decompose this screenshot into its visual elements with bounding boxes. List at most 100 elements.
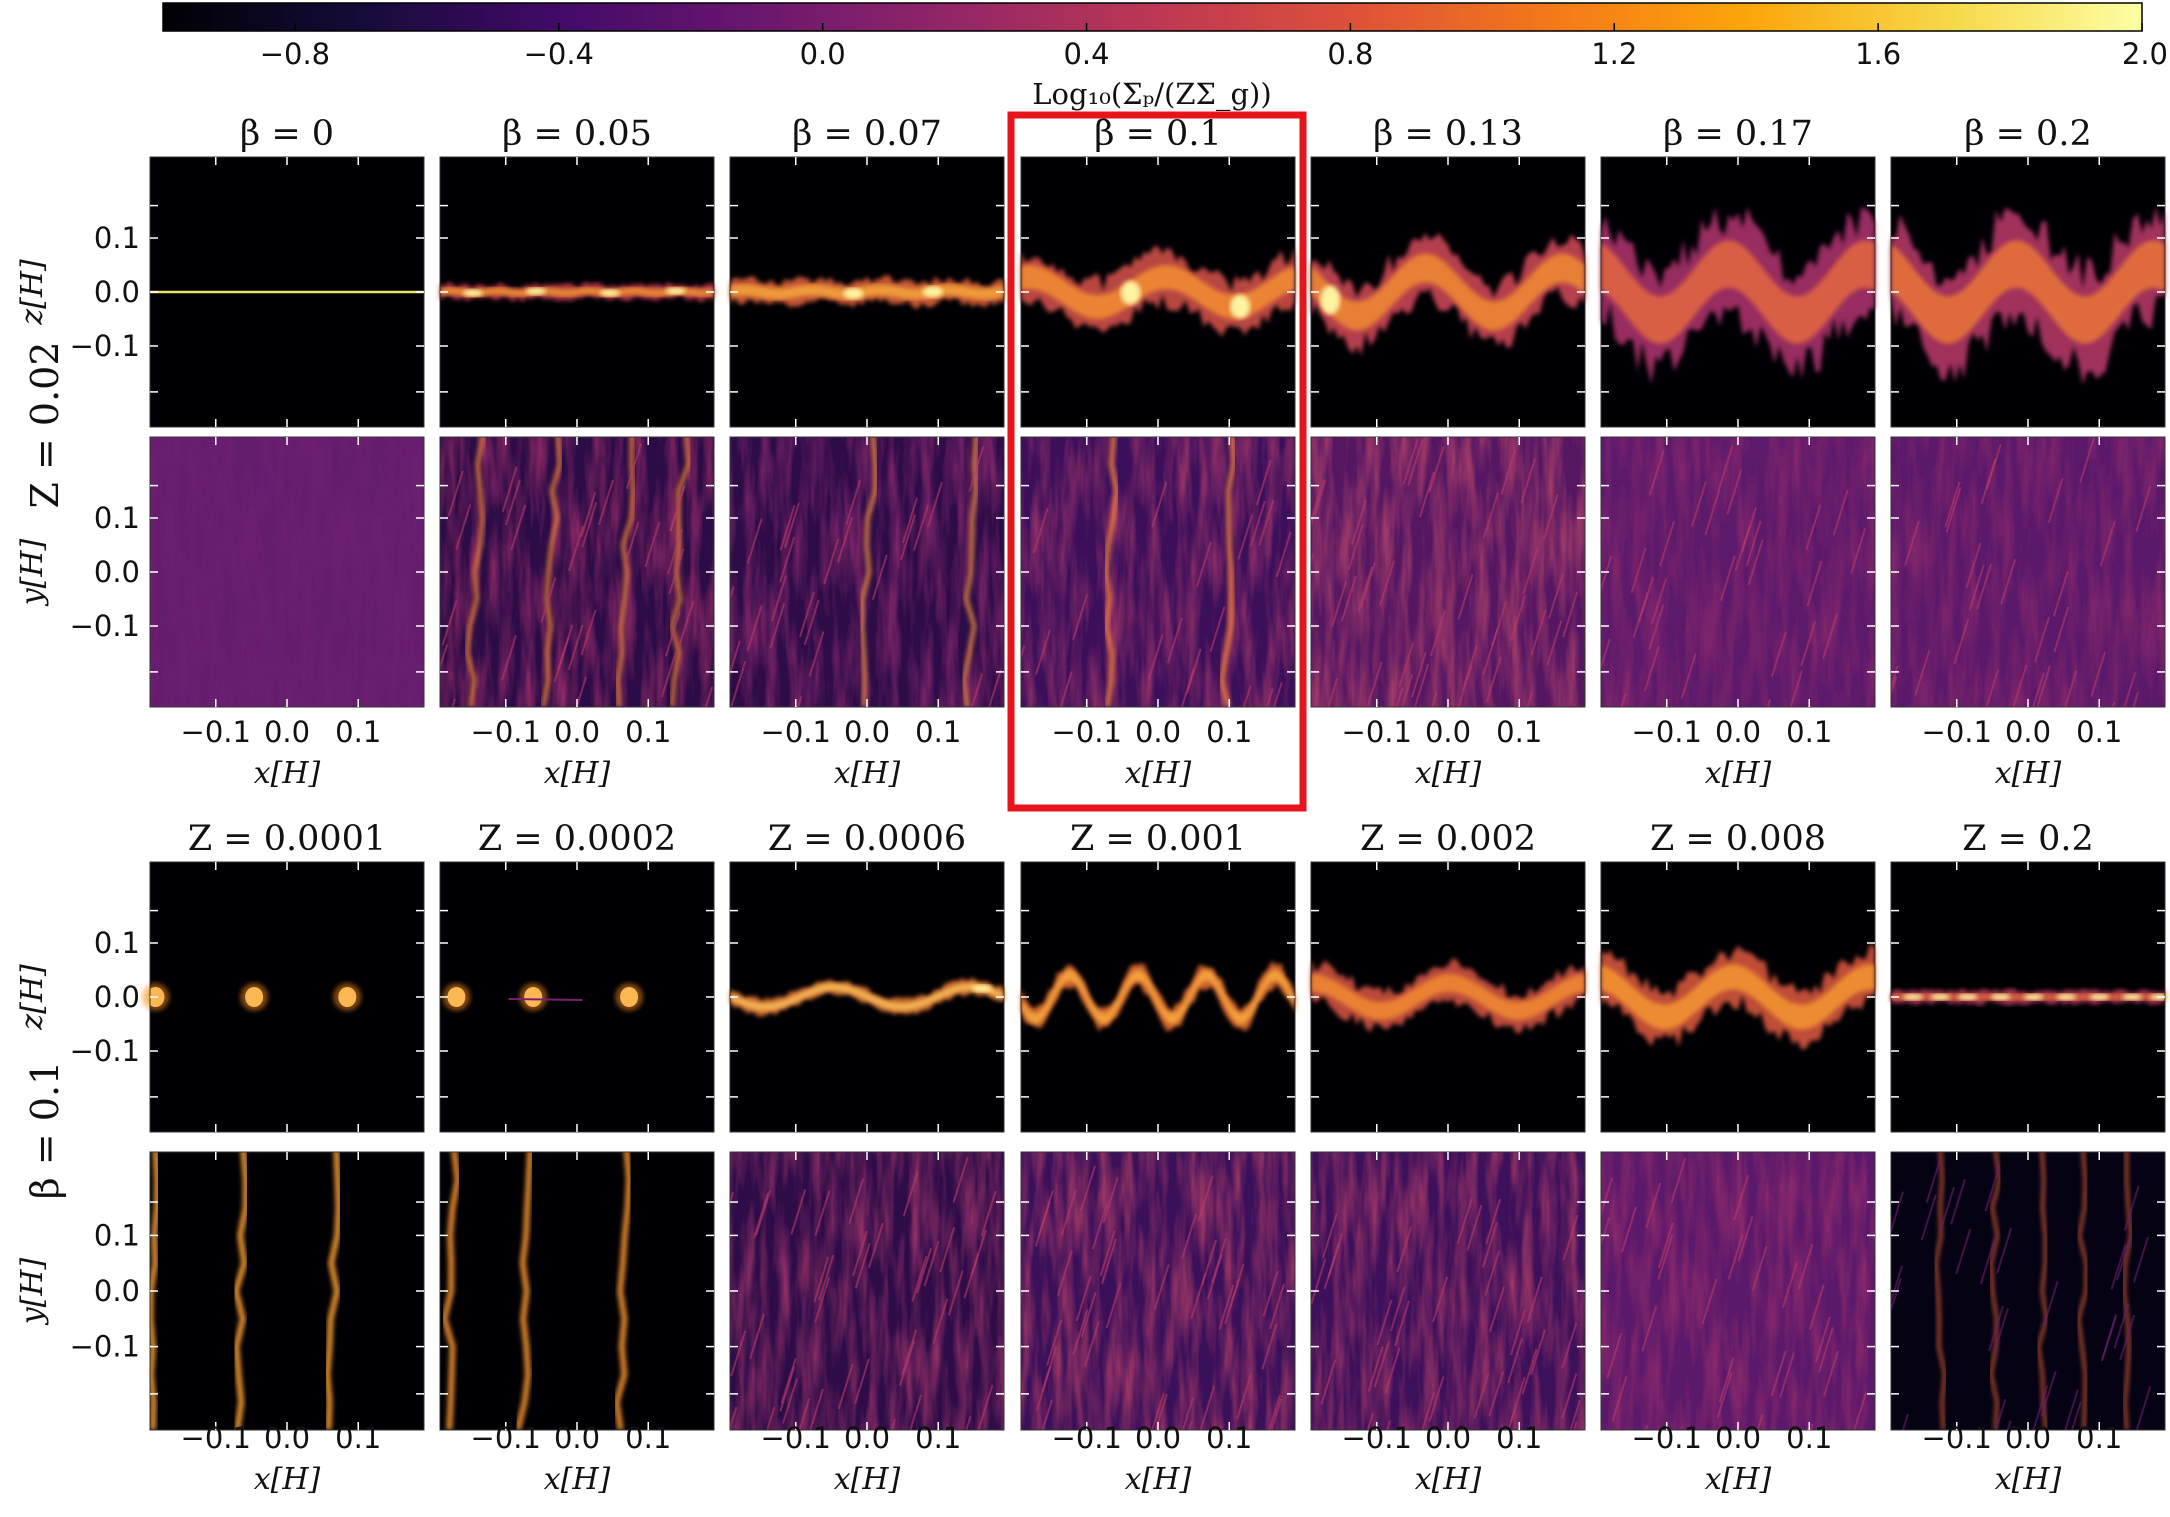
x-axis-label: x[H] <box>544 756 611 791</box>
streak <box>753 1192 770 1239</box>
x-tick-label: 0.1 <box>625 1421 671 1455</box>
streak <box>1641 1306 1658 1352</box>
streak <box>1569 1399 1581 1430</box>
streak <box>567 624 584 671</box>
y-tick-label: 0.1 <box>94 926 140 960</box>
top-view-texture <box>1311 1152 1585 1430</box>
streak <box>1154 1393 1168 1430</box>
streak <box>1520 457 1537 504</box>
y-tick-label: −0.1 <box>70 1330 140 1364</box>
streak <box>912 505 929 551</box>
streak <box>1719 555 1736 601</box>
streak <box>2119 1314 2136 1361</box>
streak <box>1891 665 1899 691</box>
streak <box>1060 1190 1077 1236</box>
particle-layer-core <box>1311 974 1585 1020</box>
streak <box>1418 471 1435 518</box>
streak <box>1950 1178 1966 1225</box>
streak <box>1396 1226 1413 1273</box>
streak <box>923 1240 940 1287</box>
streak <box>1521 1348 1538 1395</box>
streak <box>1432 1276 1449 1323</box>
streak <box>1099 1230 1116 1277</box>
x-tick-label: −0.1 <box>1922 715 1992 749</box>
streak <box>2064 670 2078 707</box>
particle-filament <box>508 998 583 1001</box>
streak <box>845 479 862 526</box>
streak <box>1994 1398 2007 1430</box>
colorbar-tick-label: 0.0 <box>800 37 846 71</box>
y-axis-label: z[H] <box>15 259 50 326</box>
streak <box>1488 1371 1505 1417</box>
streak <box>2032 672 2045 707</box>
streak <box>1080 1292 1097 1338</box>
streak <box>660 651 677 698</box>
colorbar-ticks: −0.8 −0.4 0.0 0.4 0.8 1.2 1.6 2.0 <box>260 23 2168 71</box>
y-tick-label: 0.1 <box>94 501 140 535</box>
streak <box>1727 1234 1744 1280</box>
streak <box>1939 1186 1955 1233</box>
streak <box>1261 1323 1278 1370</box>
streak <box>1041 1346 1058 1392</box>
panel-column: Z = 0.008 −0.1 0.0 0.1 x[H] <box>1600 819 1876 1497</box>
streak <box>1779 1352 1795 1398</box>
streak <box>447 470 464 517</box>
streak <box>1507 1337 1524 1384</box>
streak <box>2000 559 2017 605</box>
streak <box>782 1378 798 1424</box>
particle-filament <box>1934 1152 1947 1430</box>
streak <box>2100 1315 2117 1362</box>
streak <box>814 1277 831 1323</box>
streak <box>1822 613 1839 660</box>
streak <box>1430 691 1438 707</box>
streak <box>1630 547 1647 594</box>
x-tick-label: −0.1 <box>181 1421 251 1455</box>
particle-filament <box>465 437 485 707</box>
particle-filament <box>324 1152 342 1430</box>
top-view-background <box>150 1152 424 1430</box>
particle-layer-core <box>1601 240 1875 344</box>
streak <box>1265 688 1274 707</box>
column-title: Z = 0.008 <box>1650 819 1826 859</box>
colorbar-tick-label: 0.4 <box>1063 37 1109 71</box>
streak <box>798 591 815 638</box>
colorbar-tick-label: −0.4 <box>524 37 594 71</box>
particle-hotspot <box>1320 285 1341 315</box>
streak <box>932 1298 949 1344</box>
top-view <box>150 1152 424 1430</box>
streak <box>980 1190 997 1237</box>
streak <box>1311 479 1327 525</box>
particle-clump-halo <box>519 983 548 1011</box>
streak <box>746 518 763 564</box>
streak <box>1561 1373 1578 1419</box>
streak <box>784 502 801 548</box>
streak <box>2090 651 2107 697</box>
x-tick-label: 0.0 <box>264 715 310 749</box>
streak <box>1228 1263 1245 1310</box>
particle-filament <box>441 1152 461 1430</box>
streak <box>2116 1234 2132 1281</box>
top-view-background <box>440 1152 714 1430</box>
particle-hotspot <box>2056 994 2077 1000</box>
x-axis-label: x[H] <box>1995 1462 2062 1497</box>
streak <box>1181 1213 1197 1260</box>
particle-hotspot <box>972 984 993 992</box>
streak <box>1716 1372 1733 1419</box>
streak <box>749 1313 766 1360</box>
particle-filament <box>2076 1152 2088 1430</box>
streak <box>1037 1190 1054 1236</box>
row-label-bottom: β = 0.1 <box>23 1061 67 1199</box>
streak <box>1701 1278 1718 1325</box>
x-tick-label: 0.1 <box>1496 715 1542 749</box>
streak <box>1101 1238 1117 1284</box>
streak <box>1151 1393 1165 1430</box>
x-tick-label: 0.0 <box>2005 715 2051 749</box>
streak <box>823 538 840 585</box>
x-axis-label: x[H] <box>834 756 901 791</box>
streak <box>902 497 918 544</box>
streak <box>1485 1198 1502 1245</box>
particle-hotspot <box>2089 994 2110 1000</box>
column-title: β = 0.05 <box>502 114 652 154</box>
streak <box>1965 542 1982 589</box>
streak <box>1270 1398 1283 1430</box>
